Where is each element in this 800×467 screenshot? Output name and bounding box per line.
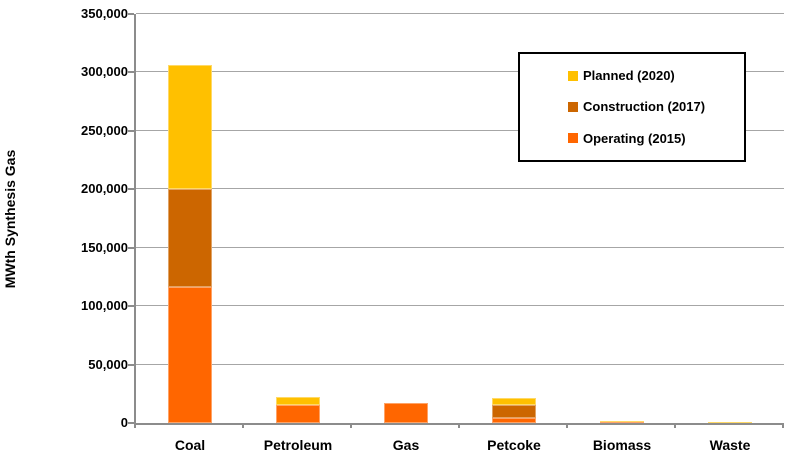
legend-item-construction: Construction (2017) (568, 99, 744, 114)
bar-segment-petcoke-operating (492, 418, 536, 423)
gridline-50000 (136, 363, 784, 365)
legend-label-operating: Operating (2015) (583, 130, 686, 146)
bar-segment-biomass-planned (600, 420, 644, 423)
y-tick-mark (128, 188, 134, 191)
legend-swatch-planned-icon (568, 70, 578, 81)
gridline-200000 (136, 188, 784, 190)
legend-label-construction: Construction (2017) (583, 99, 706, 115)
y-tick-label: 150,000 (81, 239, 128, 255)
y-tick-label: 250,000 (81, 122, 128, 138)
bar-segment-waste-planned (708, 421, 752, 423)
x-category-label-petroleum: Petroleum (263, 437, 333, 453)
y-axis-title: MWth Synthesis Gas (2, 149, 18, 289)
bar-segment-petcoke-planned (492, 397, 536, 406)
x-tick-mark (242, 423, 244, 428)
bar-segment-petroleum-operating (276, 404, 320, 423)
y-tick-label: 100,000 (81, 298, 128, 314)
x-tick-mark (350, 423, 352, 428)
y-tick-mark (128, 305, 134, 308)
plot-area (134, 13, 784, 425)
y-tick-mark (128, 71, 134, 74)
y-tick-label: 350,000 (81, 6, 128, 21)
legend-item-operating: Operating (2015) (568, 131, 744, 146)
bar-segment-coal-construction (168, 189, 212, 288)
x-category-label-coal: Coal (174, 437, 206, 453)
y-tick-mark (128, 129, 134, 132)
y-axis-line (134, 14, 136, 423)
bar-segment-gas-operating (384, 403, 428, 423)
y-tick-mark (128, 363, 134, 366)
bar-segment-petroleum-planned (276, 396, 320, 405)
bar-segment-coal-operating (168, 287, 212, 423)
bar-segment-petcoke-construction (492, 405, 536, 419)
x-tick-mark (674, 423, 676, 428)
gridline-100000 (136, 305, 784, 307)
x-tick-mark (782, 423, 784, 428)
gridline-150000 (136, 246, 784, 248)
legend: Planned (2020) Construction (2017) Opera… (518, 52, 746, 162)
y-tick-mark (128, 13, 134, 15)
legend-item-planned: Planned (2020) (568, 68, 744, 83)
x-category-label-biomass: Biomass (592, 437, 652, 453)
legend-label-planned: Planned (2020) (583, 68, 675, 84)
x-category-label-waste: Waste (709, 437, 751, 453)
y-tick-label: 200,000 (81, 181, 128, 197)
x-tick-mark (134, 423, 136, 428)
bar-segment-biomass-operating (600, 422, 644, 423)
y-tick-label: 50,000 (88, 356, 128, 372)
gridline-250000 (136, 129, 784, 131)
legend-swatch-operating-icon (568, 133, 578, 144)
bar-segment-coal-planned (168, 65, 212, 190)
x-tick-mark (458, 423, 460, 428)
x-category-label-gas: Gas (392, 437, 420, 453)
gridline-300000 (136, 71, 784, 73)
x-tick-mark (566, 423, 568, 428)
x-axis-line (134, 423, 784, 425)
x-category-label-petcoke: Petcoke (487, 437, 541, 453)
y-tick-mark (128, 422, 134, 424)
y-tick-label: 300,000 (81, 64, 128, 80)
gridline-350000 (136, 13, 784, 14)
y-tick-label: 0 (120, 415, 128, 430)
y-tick-mark (128, 246, 134, 249)
legend-swatch-construction-icon (568, 101, 578, 112)
